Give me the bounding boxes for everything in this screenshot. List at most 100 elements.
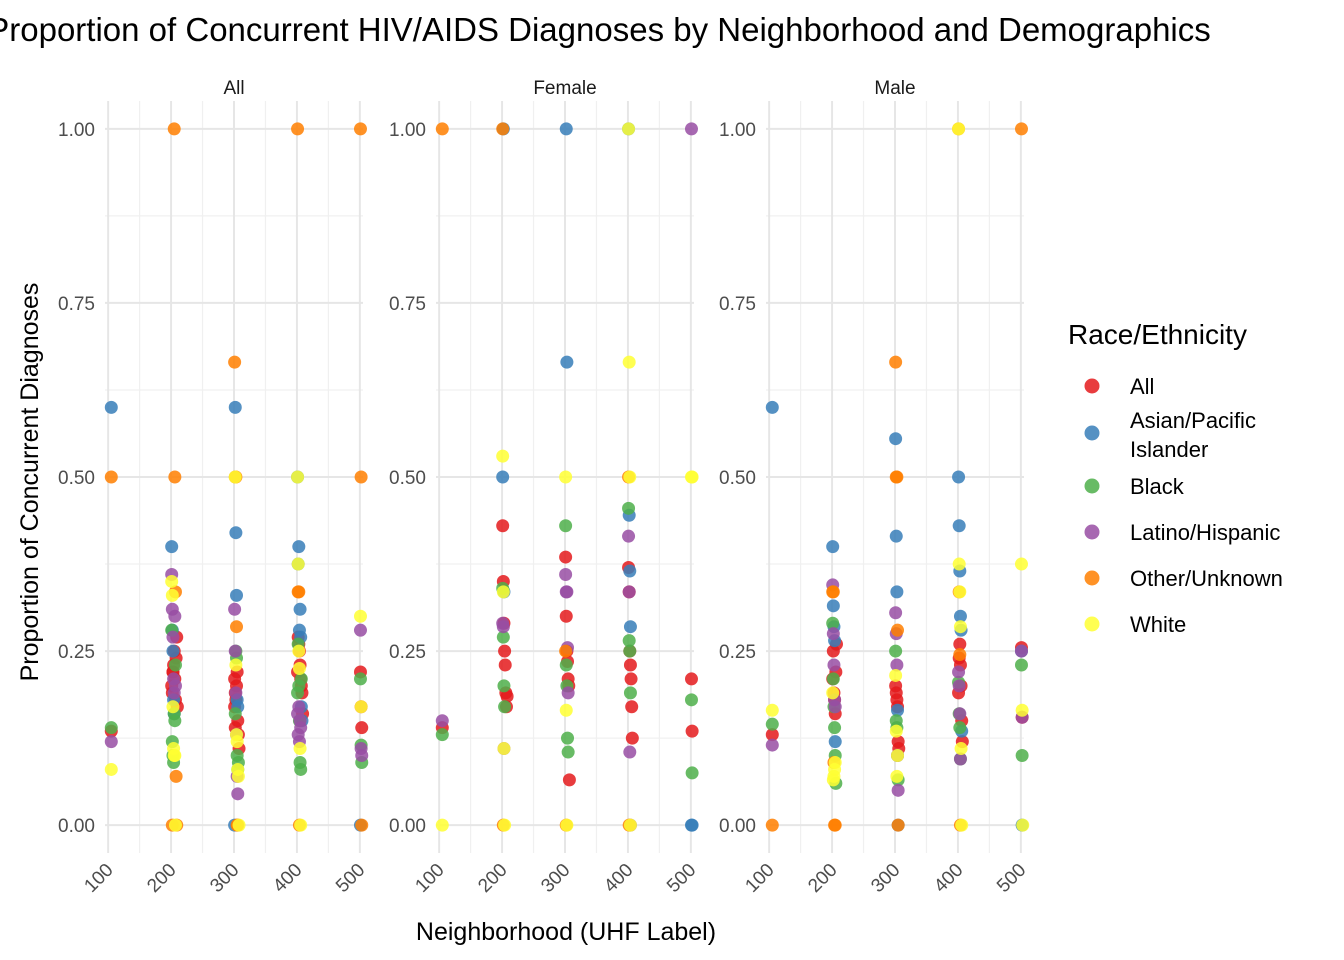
data-point: [826, 599, 840, 613]
data-point: [953, 637, 967, 651]
data-point: [891, 783, 905, 797]
facet-panel-female: Female 0.00 0.25 0.50 0.75 1.00 100 200 300 400 50…: [389, 78, 700, 897]
data-point: [354, 470, 368, 484]
x-tick-label: 500: [663, 860, 700, 897]
data-point: [890, 585, 904, 599]
x-tick-label: 300: [537, 860, 574, 897]
legend-label: White: [1130, 612, 1186, 637]
y-tick-label: 1.00: [719, 120, 756, 141]
data-point: [622, 634, 636, 648]
data-point: [953, 620, 967, 634]
facet-panel-all: All 0.00 0.25 0.50 0.75 1.00 100 200 300 400 500: [58, 78, 369, 897]
data-point: [353, 609, 367, 623]
data-point: [168, 749, 182, 763]
data-point: [1015, 703, 1029, 717]
data-point: [232, 818, 246, 832]
data-point: [623, 745, 637, 759]
data-point: [228, 707, 242, 721]
data-point: [1014, 557, 1028, 571]
facet-label: Male: [874, 78, 915, 99]
y-tick-label: 0.00: [58, 816, 95, 837]
x-tick-label: 100: [741, 860, 778, 897]
data-point: [353, 672, 367, 686]
data-point: [560, 355, 574, 369]
y-tick-label: 0.75: [719, 294, 756, 315]
data-point: [765, 738, 779, 752]
data-point: [562, 773, 576, 787]
data-point: [292, 661, 306, 675]
y-axis-title: Proportion of Concurrent Diagnoses: [16, 283, 44, 682]
data-point: [826, 585, 840, 599]
data-point: [623, 470, 637, 484]
data-point: [168, 470, 182, 484]
x-axis-title: Neighborhood (UHF Label): [416, 918, 716, 946]
data-point: [498, 644, 512, 658]
x-tick-label: 500: [993, 860, 1030, 897]
data-point: [684, 672, 698, 686]
x-tick-label: 200: [804, 860, 841, 897]
data-point: [228, 644, 242, 658]
data-point: [625, 700, 639, 714]
y-tick-label: 1.00: [58, 120, 95, 141]
data-point: [104, 400, 118, 414]
data-point: [104, 735, 118, 749]
data-point: [891, 703, 905, 717]
series-white: [435, 122, 699, 832]
y-tick-label: 0.50: [58, 468, 95, 489]
data-point: [952, 470, 966, 484]
legend-entry: White: [1084, 612, 1186, 637]
data-point: [685, 470, 699, 484]
data-point: [165, 588, 179, 602]
data-point: [622, 585, 636, 599]
data-point: [291, 557, 305, 571]
data-point: [889, 355, 903, 369]
legend-entry: Latino/Hispanic: [1084, 520, 1280, 545]
data-point: [165, 574, 179, 588]
data-point: [496, 470, 510, 484]
data-point: [291, 122, 305, 136]
legend: Race/Ethnicity All Asian/Pacific Islander B…: [1068, 319, 1283, 637]
data-point: [355, 749, 369, 763]
facet-label: All: [223, 78, 244, 99]
data-point: [891, 818, 905, 832]
data-point: [624, 672, 638, 686]
data-point: [168, 658, 182, 672]
data-point: [168, 609, 182, 623]
data-point: [230, 620, 244, 634]
data-point: [169, 769, 183, 783]
legend-label: All: [1130, 374, 1154, 399]
data-point: [623, 658, 637, 672]
data-point: [496, 449, 510, 463]
legend-entries: All Asian/Pacific Islander Black Latino/Hisp…: [1084, 374, 1283, 637]
data-point: [294, 818, 308, 832]
data-point: [828, 735, 842, 749]
data-point: [559, 567, 573, 581]
y-tick-label: 0.75: [58, 294, 95, 315]
data-point: [292, 700, 306, 714]
data-point: [623, 644, 637, 658]
y-tick-label: 0.25: [719, 642, 756, 663]
data-point: [229, 526, 243, 540]
data-point: [826, 616, 840, 630]
data-point: [952, 519, 966, 533]
data-point: [828, 755, 842, 769]
legend-label: Latino/Hispanic: [1130, 520, 1280, 545]
data-point: [559, 609, 573, 623]
data-point: [559, 658, 573, 672]
legend-label: Asian/Pacific: [1130, 408, 1256, 433]
data-point: [166, 644, 180, 658]
data-point: [890, 769, 904, 783]
data-point: [497, 679, 511, 693]
data-point: [353, 122, 367, 136]
data-point: [292, 644, 306, 658]
x-tick-label: 300: [867, 860, 904, 897]
data-point: [435, 122, 449, 136]
data-point: [828, 721, 842, 735]
data-point: [889, 668, 903, 682]
x-tick-label: 200: [143, 860, 180, 897]
data-point: [104, 470, 118, 484]
series-white: [765, 122, 1030, 832]
y-tick-label: 0.25: [389, 642, 426, 663]
data-point: [168, 679, 182, 693]
y-tick-label: 0.00: [719, 816, 756, 837]
